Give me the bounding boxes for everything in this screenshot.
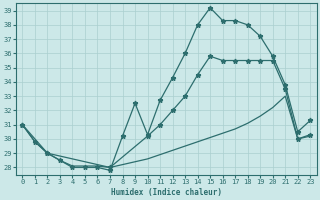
- X-axis label: Humidex (Indice chaleur): Humidex (Indice chaleur): [111, 188, 222, 197]
